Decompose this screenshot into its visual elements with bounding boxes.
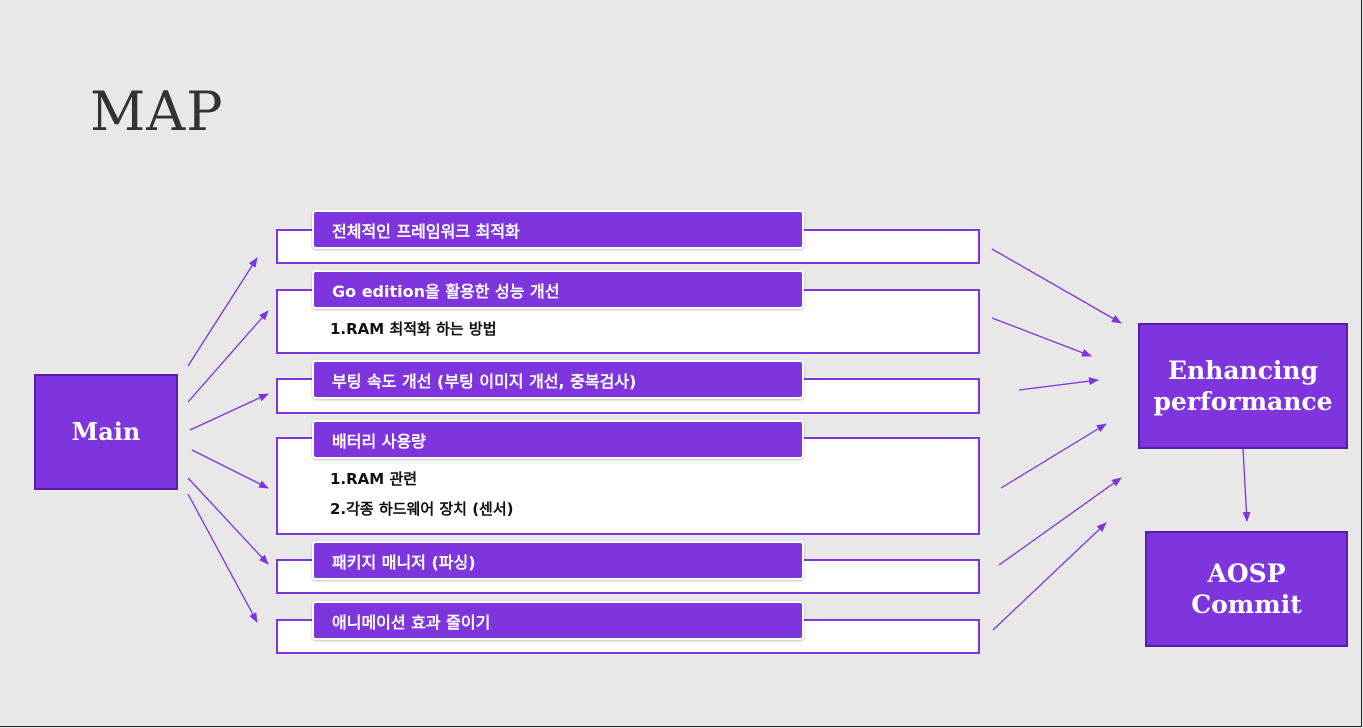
arrow-main-to-boot — [189, 393, 269, 431]
arrow-main-to-package-manager — [187, 477, 269, 565]
arrow-main-to-framework — [187, 257, 258, 367]
arrow-go-edition-to-enhancing — [991, 317, 1092, 357]
main-node-label: Main — [71, 417, 141, 446]
section-header-label: 애니메이션 효과 줄이기 — [332, 612, 491, 632]
section-item: 1.RAM 관련 — [330, 470, 418, 488]
enhancing-performance-label: Enhancing performance — [1153, 355, 1333, 416]
arrow-animation-to-enhancing — [992, 522, 1107, 631]
aosp-commit-node: AOSP Commit — [1145, 531, 1348, 647]
section-header-go-edition: Go edition을 활용한 성능 개선 — [312, 270, 804, 309]
arrow-main-to-battery — [191, 449, 269, 489]
section-item: 1.RAM 최적화 하는 방법 — [330, 320, 497, 338]
section-header-label: 배터리 사용량 — [332, 431, 426, 451]
arrow-battery-to-enhancing — [1000, 423, 1107, 489]
arrow-package-manager-to-enhancing — [998, 477, 1122, 566]
section-header-framework: 전체적인 프레임워크 최적화 — [312, 210, 804, 249]
aosp-commit-label: AOSP Commit — [1191, 558, 1302, 619]
section-header-label: 패키지 매니저 (파싱) — [332, 552, 476, 572]
arrow-main-to-animation — [187, 493, 258, 623]
main-node: Main — [34, 374, 178, 490]
arrow-framework-to-enhancing — [991, 248, 1122, 324]
arrow-enhancing-to-aosp — [1242, 448, 1251, 522]
enhancing-performance-node: Enhancing performance — [1138, 323, 1348, 449]
section-header-boot: 부팅 속도 개선 (부팅 이미지 개선, 중복검사) — [312, 360, 804, 399]
arrow-main-to-go-edition — [187, 310, 269, 403]
section-header-battery: 배터리 사용량 — [312, 420, 804, 459]
section-header-label: 부팅 속도 개선 (부팅 이미지 개선, 중복검사) — [332, 371, 637, 391]
page-title: MAP — [90, 80, 224, 143]
arrow-boot-to-enhancing — [1018, 377, 1099, 391]
section-item: 2.각종 하드웨어 장치 (센서) — [330, 500, 514, 518]
section-header-animation: 애니메이션 효과 줄이기 — [312, 601, 804, 640]
section-header-label: Go edition을 활용한 성능 개선 — [332, 281, 560, 301]
section-header-package-manager: 패키지 매니저 (파싱) — [312, 541, 804, 580]
section-header-label: 전체적인 프레임워크 최적화 — [332, 221, 520, 241]
